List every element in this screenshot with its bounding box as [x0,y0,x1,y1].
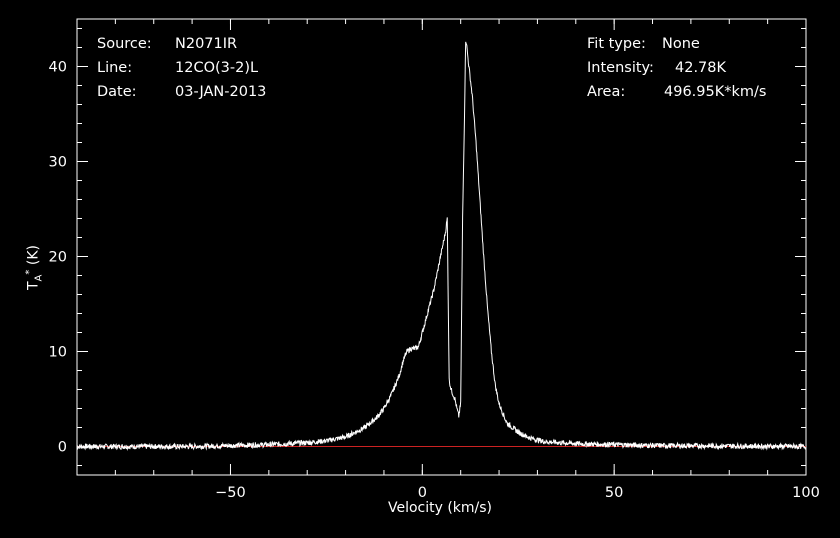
source-label: Source: [97,36,152,52]
y-axis-label-unit: (K) [25,245,42,266]
y-tick-label: 20 [49,250,67,266]
line-label: Line: [97,60,133,76]
x-tick-label: 0 [418,485,427,501]
y-axis-label-sub: A [33,274,45,282]
area-value: 496.95K*km/s [664,84,767,100]
tick-labels: −50 0 50 100 0 10 20 30 40 [49,60,820,502]
spectrum-line [76,41,807,451]
y-tick-label: 0 [58,440,67,456]
plot-frame [76,18,807,476]
y-tick-label: 40 [49,60,67,76]
x-axis-label: Velocity (km/s) [387,500,493,516]
date-label: Date: [97,84,137,100]
y-tick-label: 30 [49,155,67,171]
y-axis-label: TA* (K) [24,245,45,290]
fit-type-label: Fit type: [587,36,646,52]
intensity-value: 42.78K [675,60,727,76]
fit-type-value: None [662,36,700,52]
x-tick-label: −50 [215,485,246,501]
date-value: 03-JAN-2013 [175,84,267,100]
source-value: N2071IR [175,36,238,52]
y-tick-label: 10 [49,345,67,361]
area-label: Area: [587,84,626,100]
x-tick-label: 50 [605,485,623,501]
y-axis-label-main: T [25,281,42,290]
y-axis-label-sup: * [24,269,35,275]
x-tick-label: 100 [792,485,820,501]
intensity-label: Intensity: [587,60,654,76]
line-value: 12CO(3-2)L [175,60,259,76]
